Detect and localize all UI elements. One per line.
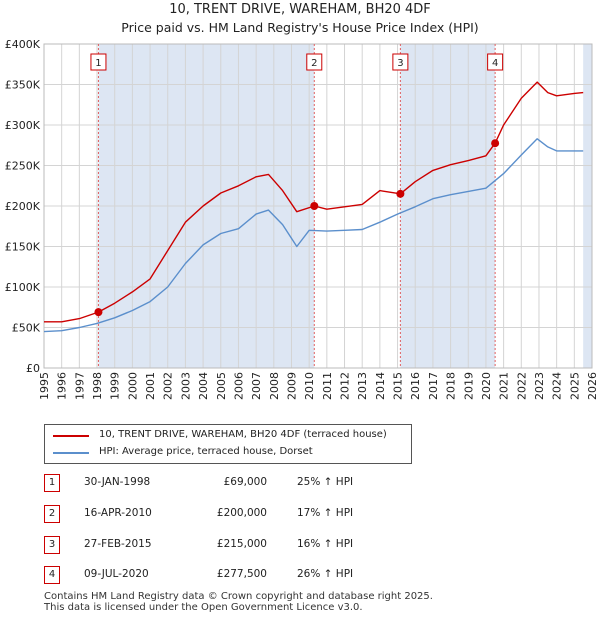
x-tick-label: 2026	[586, 372, 599, 400]
x-tick-label: 2009	[285, 372, 298, 400]
x-tick-label: 2015	[392, 372, 405, 400]
sale-date: 16-APR-2010	[84, 507, 152, 519]
y-tick-label: £400K	[5, 38, 41, 51]
sale-marker-label: 3	[397, 58, 403, 69]
y-tick-label: £300K	[5, 119, 41, 132]
x-tick-label: 2017	[427, 372, 440, 400]
sale-marker-box	[306, 53, 323, 71]
sale-marker-label: 1	[95, 58, 101, 69]
y-tick-label: £250K	[5, 160, 41, 173]
footer-copyright: Contains HM Land Registry data © Crown c…	[44, 591, 433, 602]
x-tick-label: 1997	[73, 372, 86, 400]
x-tick-label: 2024	[551, 372, 564, 400]
x-tick-label: 1998	[91, 372, 104, 400]
x-tick-label: 1995	[38, 372, 51, 400]
x-tick-label: 1996	[56, 372, 69, 400]
y-tick-label: £50K	[12, 322, 41, 335]
x-tick-label: 2008	[268, 372, 281, 400]
sale-point	[310, 202, 319, 210]
x-tick-label: 2010	[303, 372, 316, 400]
sale-marker-label: 4	[492, 58, 498, 69]
sale-number-badge: 1	[44, 474, 60, 492]
x-tick-label: 2007	[250, 372, 263, 400]
plot-frame	[43, 43, 593, 369]
y-tick-label: £200K	[5, 200, 41, 213]
legend-label-hpi: HPI: Average price, terraced house, Dors…	[99, 446, 313, 457]
x-tick-label: 2013	[356, 372, 369, 400]
sale-price: £200,000	[216, 507, 267, 519]
property-price-line	[44, 81, 584, 323]
sale-marker-box	[392, 53, 409, 71]
chart-title: 10, TRENT DRIVE, WAREHAM, BH20 4DF	[169, 2, 431, 17]
sale-marker-label: 2	[311, 58, 317, 69]
x-tick-label: 2004	[197, 372, 210, 400]
x-tick-label: 2021	[498, 372, 511, 400]
x-tick-label: 2012	[339, 372, 352, 400]
sale-marker-box	[487, 53, 504, 71]
chart-legend: 10, TRENT DRIVE, WAREHAM, BH20 4DF (terr…	[44, 424, 412, 464]
legend-label-property: 10, TRENT DRIVE, WAREHAM, BH20 4DF (terr…	[99, 429, 387, 440]
x-tick-label: 2020	[480, 372, 493, 400]
x-tick-label: 2019	[462, 372, 475, 400]
price-chart: £0 £50K £100K £150K £200K £250K £300K £350K £400…	[5, 38, 599, 400]
sale-price: £69,000	[223, 476, 267, 488]
x-tick-label: 2014	[374, 372, 387, 400]
sale-hpi-change: 17% ↑ HPI	[297, 507, 354, 519]
y-tick-label: £100K	[5, 281, 41, 294]
chart-subtitle: Price paid vs. HM Land Registry's House …	[121, 20, 479, 35]
x-tick-label: 2018	[445, 372, 458, 400]
sale-number-badge: 3	[44, 536, 60, 554]
sale-price: £277,500	[216, 568, 267, 580]
sale-date: 30-JAN-1998	[84, 476, 151, 488]
sale-date: 27-FEB-2015	[84, 538, 152, 550]
footer-license: This data is licensed under the Open Gov…	[44, 602, 363, 613]
x-tick-label: 2006	[232, 372, 245, 400]
sale-point	[94, 308, 103, 317]
hpi-line	[43, 138, 584, 333]
sale-hpi-change: 26% ↑ HPI	[297, 568, 354, 580]
sale-date: 09-JUL-2020	[84, 568, 149, 580]
y-tick-label: £350K	[5, 79, 41, 92]
sale-hpi-change: 16% ↑ HPI	[297, 538, 354, 550]
sale-marker-box	[90, 53, 107, 71]
x-tick-label: 2025	[568, 372, 581, 400]
x-tick-label: 2023	[533, 372, 546, 400]
x-tick-label: 2002	[162, 372, 175, 400]
x-tick-label: 2001	[144, 372, 157, 400]
legend-swatch-hpi	[53, 452, 89, 454]
y-tick-label: £150K	[5, 241, 41, 254]
x-tick-label: 1999	[109, 372, 122, 400]
x-tick-label: 2000	[126, 372, 139, 400]
sale-number-badge: 4	[44, 566, 60, 584]
sale-hpi-change: 25% ↑ HPI	[297, 476, 354, 488]
legend-swatch-property	[53, 435, 89, 437]
y-tick-label: £0	[26, 362, 40, 375]
sale-point	[396, 189, 405, 198]
x-tick-label: 2016	[409, 372, 422, 400]
x-tick-label: 2003	[179, 372, 192, 400]
sale-price: £215,000	[216, 538, 267, 550]
x-tick-label: 2011	[321, 372, 334, 400]
sale-number-badge: 2	[44, 505, 60, 523]
x-tick-label: 2022	[515, 372, 528, 400]
x-tick-label: 2005	[215, 372, 228, 400]
sale-point	[491, 139, 500, 148]
